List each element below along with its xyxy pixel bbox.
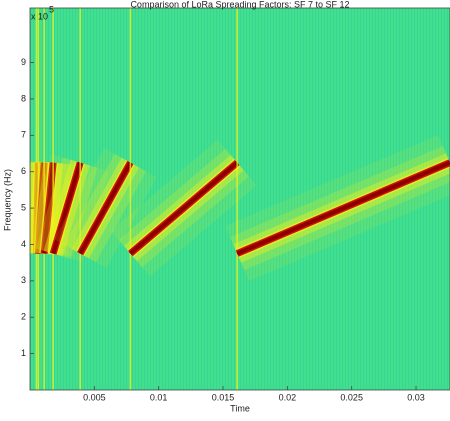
x-tick-label: 0.025 — [340, 392, 363, 402]
plot-area — [30, 8, 450, 390]
y-tick-label: 3 — [21, 275, 26, 285]
chirp — [51, 162, 83, 255]
chirp — [42, 162, 56, 254]
chart-title: Comparison of LoRa Spreading Factors: SF… — [130, 0, 349, 9]
y-tick-label: 1 — [21, 348, 26, 358]
chirp — [78, 161, 133, 255]
x-tick-label: 0.01 — [150, 392, 168, 402]
y-axis-label: Frequency (Hz) — [2, 169, 12, 231]
texture — [30, 8, 450, 390]
y-tick-label: 5 — [21, 202, 26, 212]
y-tick-label: 7 — [21, 130, 26, 140]
y-tick-label: 6 — [21, 166, 26, 176]
x-axis-label: Time — [230, 403, 250, 413]
y-multiplier-exponent: 5 — [49, 4, 54, 14]
x-tick-label: 0.005 — [83, 392, 106, 402]
x-tick-label: 0.015 — [212, 392, 235, 402]
chirp — [129, 161, 239, 256]
y-multiplier: x 10 — [31, 11, 48, 21]
y-tick-label: 4 — [21, 239, 26, 249]
chirp — [236, 160, 450, 256]
y-tick-label: 2 — [21, 312, 26, 322]
y-tick-label: 8 — [21, 93, 26, 103]
x-tick-label: 0.03 — [407, 392, 425, 402]
chirp — [36, 162, 47, 254]
x-tick-label: 0.02 — [279, 392, 297, 402]
y-tick-label: 9 — [21, 57, 26, 67]
plot-frame — [29, 7, 450, 391]
